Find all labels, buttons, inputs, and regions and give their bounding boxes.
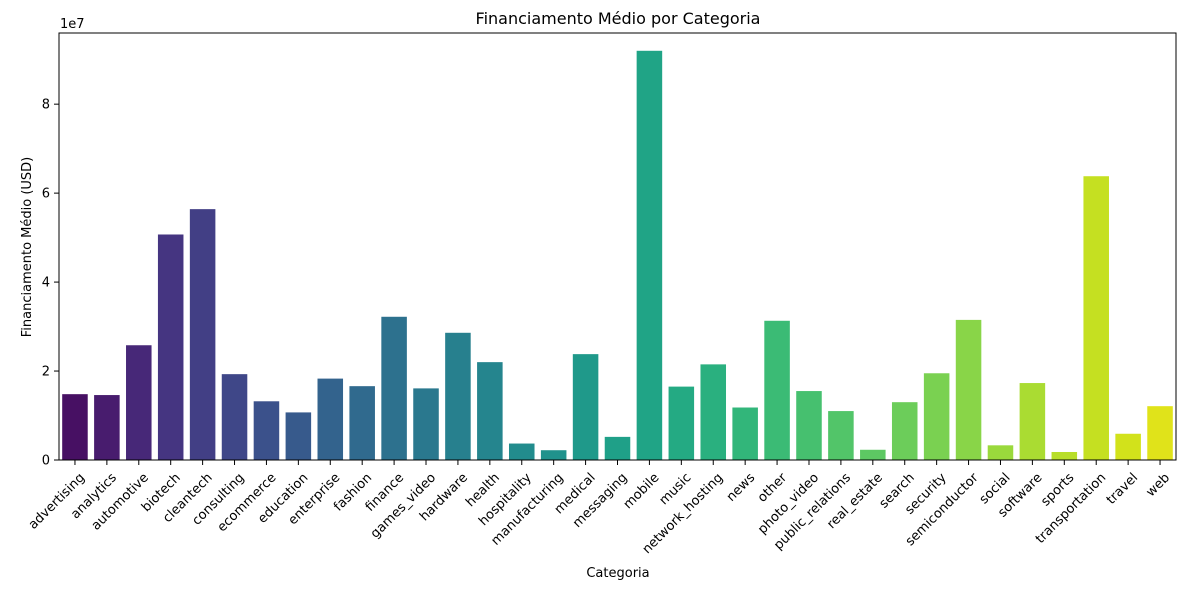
- x-tick-label-web: web: [1143, 470, 1173, 500]
- bar-automotive: [126, 345, 152, 460]
- y-tick-label: 4: [42, 276, 50, 291]
- bar-travel: [1115, 433, 1141, 460]
- bar-real_estate: [860, 449, 886, 460]
- bar-health: [477, 362, 503, 460]
- y-axis-ticks: 0 2 4 6 8: [42, 98, 59, 469]
- plot-frame: [58, 32, 1177, 461]
- bar-hardware: [445, 332, 471, 460]
- bar-other: [764, 320, 790, 460]
- x-axis-title: Categoria: [586, 566, 649, 581]
- bar-social: [987, 445, 1014, 460]
- y-axis-title: Financiamento Médio (USD): [20, 157, 35, 337]
- bar-analytics: [94, 395, 120, 460]
- bars-group: [62, 50, 1173, 461]
- bar-games_video: [413, 388, 439, 460]
- bar-transportation: [1083, 176, 1109, 461]
- bar-enterprise: [317, 378, 344, 460]
- bar-photo_video: [796, 391, 822, 460]
- bar-public_relations: [828, 411, 854, 460]
- bar-ecommerce: [253, 401, 280, 460]
- x-tick-label-news: news: [724, 470, 759, 505]
- bar-fashion: [349, 386, 375, 460]
- bar-education: [285, 412, 312, 460]
- bar-semiconductor: [955, 319, 982, 460]
- bar-software: [1019, 383, 1046, 460]
- bar-network_hosting: [700, 364, 727, 460]
- bar-advertising: [62, 394, 88, 460]
- bar-music: [668, 386, 695, 460]
- bar-security: [923, 373, 950, 460]
- bar-manufacturing: [540, 450, 567, 460]
- x-axis-ticks: advertisinganalyticsautomotivebiotechcle…: [26, 460, 1173, 557]
- bar-web: [1147, 406, 1173, 460]
- bar-mobile: [636, 50, 663, 461]
- bar-search: [891, 402, 918, 460]
- bar-hospitality: [508, 443, 535, 460]
- chart-title: Financiamento Médio por Categoria: [476, 9, 761, 28]
- bar-sports: [1051, 451, 1078, 460]
- y-axis-scale-label: 1e7: [60, 17, 85, 32]
- bar-finance: [381, 316, 407, 460]
- y-tick-label: 2: [42, 365, 50, 380]
- bar-messaging: [604, 436, 631, 460]
- bar-cleantech: [189, 209, 216, 460]
- x-tick-label-mobile: mobile: [621, 470, 663, 512]
- bar-medical: [572, 354, 599, 460]
- x-tick-label-travel: travel: [1104, 470, 1141, 507]
- y-tick-label: 6: [42, 187, 50, 202]
- y-tick-label: 0: [42, 454, 50, 469]
- bar-consulting: [221, 374, 248, 460]
- bar-news: [732, 407, 758, 460]
- bar-biotech: [157, 234, 184, 460]
- y-tick-label: 8: [42, 98, 50, 113]
